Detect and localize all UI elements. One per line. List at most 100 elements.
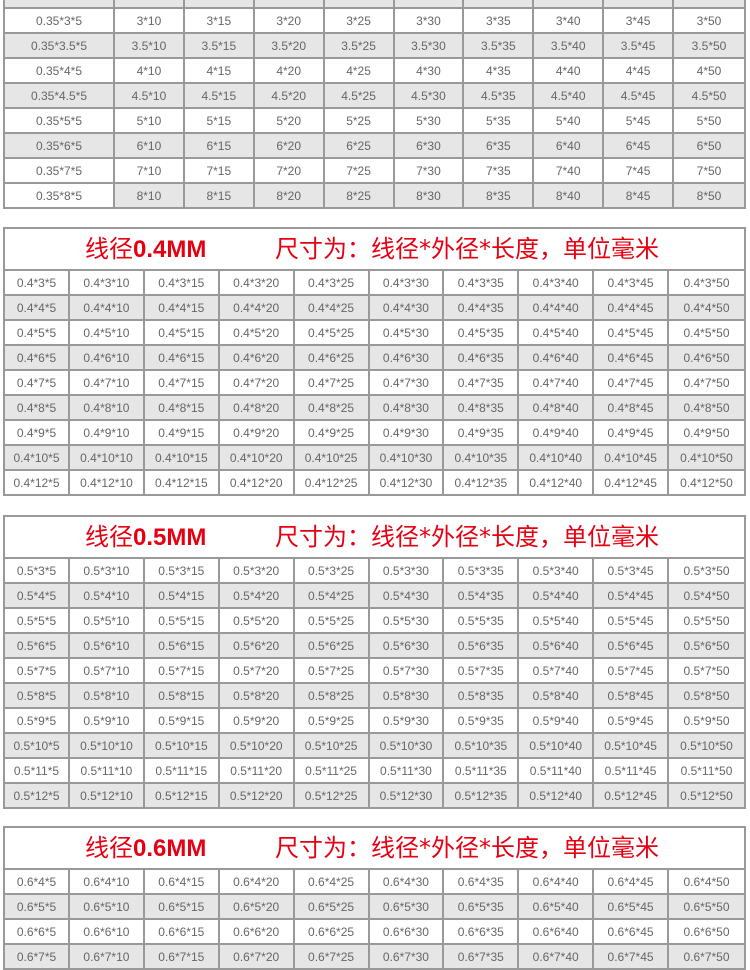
table-row: 0.35*8*5 8*10 8*15 8*20 8*25 8*30 8*35 8*40 8*45…: [5, 184, 744, 207]
size-cell: 7*20: [254, 159, 325, 184]
size-cell: 8*40: [534, 184, 605, 207]
size-cell: 0.4*5*40: [519, 321, 595, 346]
size-cell: 0.5*10*40: [519, 734, 595, 759]
size-cell: 0.6*5*40: [519, 895, 595, 920]
table-row: 0.6*4*5 0.6*4*10 0.6*4*15 0.6*4*20 0.6*4*25 0…: [5, 870, 744, 895]
title-prefix: 线径: [85, 523, 133, 551]
size-cell: 0.4*7*10: [70, 371, 145, 396]
title-value: 0.4MM: [133, 236, 207, 263]
table-row: 0.5*10*5 0.5*10*10 0.5*10*15 0.5*10*20 0.5*1…: [5, 734, 744, 759]
size-cell: 0.6*5*45: [594, 895, 669, 920]
size-cell: 4*30: [394, 59, 465, 84]
size-cell: 5*50: [674, 109, 744, 134]
size-cell: 0.4*5*20: [219, 321, 295, 346]
size-cell: 0.6*5*30: [369, 895, 445, 920]
size-cell: 4.5*35: [464, 84, 535, 109]
size-cell: 0.4*12*35: [444, 471, 520, 494]
size-cell: 5*35: [464, 109, 535, 134]
size-cell: 8*15: [184, 184, 255, 207]
size-cell: 0.6*5*15: [144, 895, 220, 920]
size-cell: 0.5*10*20: [219, 734, 295, 759]
size-cell: 3*10: [115, 9, 185, 34]
size-cell: 4*40: [534, 59, 605, 84]
size-cell: 0.4*10*25: [294, 446, 370, 471]
size-cell: 0.5*3*45: [594, 559, 669, 584]
size-cell: 0.4*7*40: [519, 371, 595, 396]
size-cell: 3*35: [464, 9, 535, 34]
size-cell: 0.5*7*40: [519, 659, 595, 684]
size-cell: 0.6*5*5: [5, 895, 70, 920]
size-cell: 0.5*12*25: [294, 784, 370, 807]
size-cell: 0.4*7*15: [144, 371, 220, 396]
size-cell: 0.6*5*20: [219, 895, 295, 920]
size-cell: 0.5*4*10: [70, 584, 145, 609]
size-cell: 6*20: [254, 134, 325, 159]
size-cell: 0.5*3*20: [219, 559, 295, 584]
table-row: 0.35*4.5*5 4.5*10 4.5*15 4.5*20 4.5*25 4.5*30…: [5, 84, 744, 109]
size-cell: 0.4*8*15: [144, 396, 220, 421]
size-cell: 0.4*9*20: [219, 421, 295, 446]
size-table-0.6: 线径0.6MM 尺寸为：线径*外径*长度，单位毫米 0.6*4*5 0.6*4*10 0…: [3, 826, 746, 970]
table-row: 0.4*8*5 0.4*8*10 0.4*8*15 0.4*8*20 0.4*8*25 0…: [5, 396, 744, 421]
size-cell: 0.5*7*35: [444, 659, 520, 684]
size-cell: 0.5*7*50: [669, 659, 744, 684]
size-cell: 0.4*4*40: [519, 296, 595, 321]
size-cell: 6*40: [534, 134, 605, 159]
size-cell: 4*10: [115, 59, 185, 84]
size-cell: 0.4*7*25: [294, 371, 370, 396]
size-cell: 0.4*9*15: [144, 421, 220, 446]
size-cell: 0.35*3.5*5: [5, 34, 115, 59]
size-cell: 0.5*4*25: [294, 584, 370, 609]
size-cell: 3*45: [604, 9, 674, 34]
size-cell: 0.5*9*35: [444, 709, 520, 734]
size-cell: 0.4*3*30: [369, 271, 445, 296]
size-cell: 0.4*4*35: [444, 296, 520, 321]
title-prefix: 线径: [85, 235, 133, 263]
size-cell: 0.4*6*20: [219, 346, 295, 371]
size-cell: 0.5*4*15: [144, 584, 220, 609]
size-cell: 3.5*20: [254, 34, 325, 59]
size-cell: 0.5*4*45: [594, 584, 669, 609]
size-cell: 0.5*9*50: [669, 709, 744, 734]
size-cell: 2.5*20: [254, 0, 325, 9]
size-cell: 0.35*7*5: [5, 159, 115, 184]
section-header: 线径0.6MM 尺寸为：线径*外径*长度，单位毫米: [5, 828, 744, 868]
size-cell: 0.4*8*10: [70, 396, 145, 421]
table-row: 0.4*6*5 0.4*6*10 0.4*6*15 0.4*6*20 0.4*6*25 0…: [5, 346, 744, 371]
size-cell: 0.6*4*5: [5, 870, 70, 895]
size-cell: 0.4*6*30: [369, 346, 445, 371]
table-row: 0.35*4*5 4*10 4*15 4*20 4*25 4*30 4*35 4*40 4*45…: [5, 59, 744, 84]
table-row: 0.6*6*5 0.6*6*10 0.6*6*15 0.6*6*20 0.6*6*25 0…: [5, 920, 744, 945]
size-cell: 0.4*3*10: [70, 271, 145, 296]
size-cell: 3*50: [674, 9, 744, 34]
size-cell: 5*40: [534, 109, 605, 134]
size-cell: 0.5*11*40: [519, 759, 595, 784]
size-cell: 0.5*12*35: [444, 784, 520, 807]
table-row: 0.35*2.5*52.5*102.5*152.5*202.5*252.5*30…: [5, 0, 744, 9]
size-cell: 0.5*12*30: [369, 784, 445, 807]
wire-diameter-title: 线径0.5MM: [85, 517, 206, 558]
size-cell: 4.5*10: [115, 84, 185, 109]
size-cell: 8*25: [324, 184, 395, 207]
size-cell: 0.4*5*10: [70, 321, 145, 346]
size-cell: 4.5*45: [604, 84, 674, 109]
size-cell: 0.5*12*40: [519, 784, 595, 807]
size-cell: 0.4*8*5: [5, 396, 70, 421]
table-row: 0.5*12*5 0.5*12*10 0.5*12*15 0.5*12*20 0.5*1…: [5, 784, 744, 807]
size-cell: 4*20: [254, 59, 325, 84]
size-cell: 0.5*7*45: [594, 659, 669, 684]
table-row: 0.35*7*5 7*10 7*15 7*20 7*25 7*30 7*35 7*40 7*45…: [5, 159, 744, 184]
size-grid: 0.4*3*5 0.4*3*10 0.4*3*15 0.4*3*20 0.4*3*25 0…: [5, 271, 744, 494]
size-cell: 0.5*8*25: [294, 684, 370, 709]
size-cell: 0.5*6*30: [369, 634, 445, 659]
size-cell: 0.6*7*30: [369, 945, 445, 968]
size-cell: 3.5*25: [324, 34, 395, 59]
size-cell: 0.6*4*10: [70, 870, 145, 895]
table-row: 0.35*5*5 5*10 5*15 5*20 5*25 5*30 5*35 5*40 5*45…: [5, 109, 744, 134]
size-cell: 8*45: [604, 184, 674, 207]
size-cell: 0.5*4*50: [669, 584, 744, 609]
size-cell: 0.4*8*40: [519, 396, 595, 421]
size-cell: 0.5*11*10: [70, 759, 145, 784]
wire-diameter-title: 线径0.6MM: [85, 828, 206, 869]
size-cell: 0.4*3*35: [444, 271, 520, 296]
